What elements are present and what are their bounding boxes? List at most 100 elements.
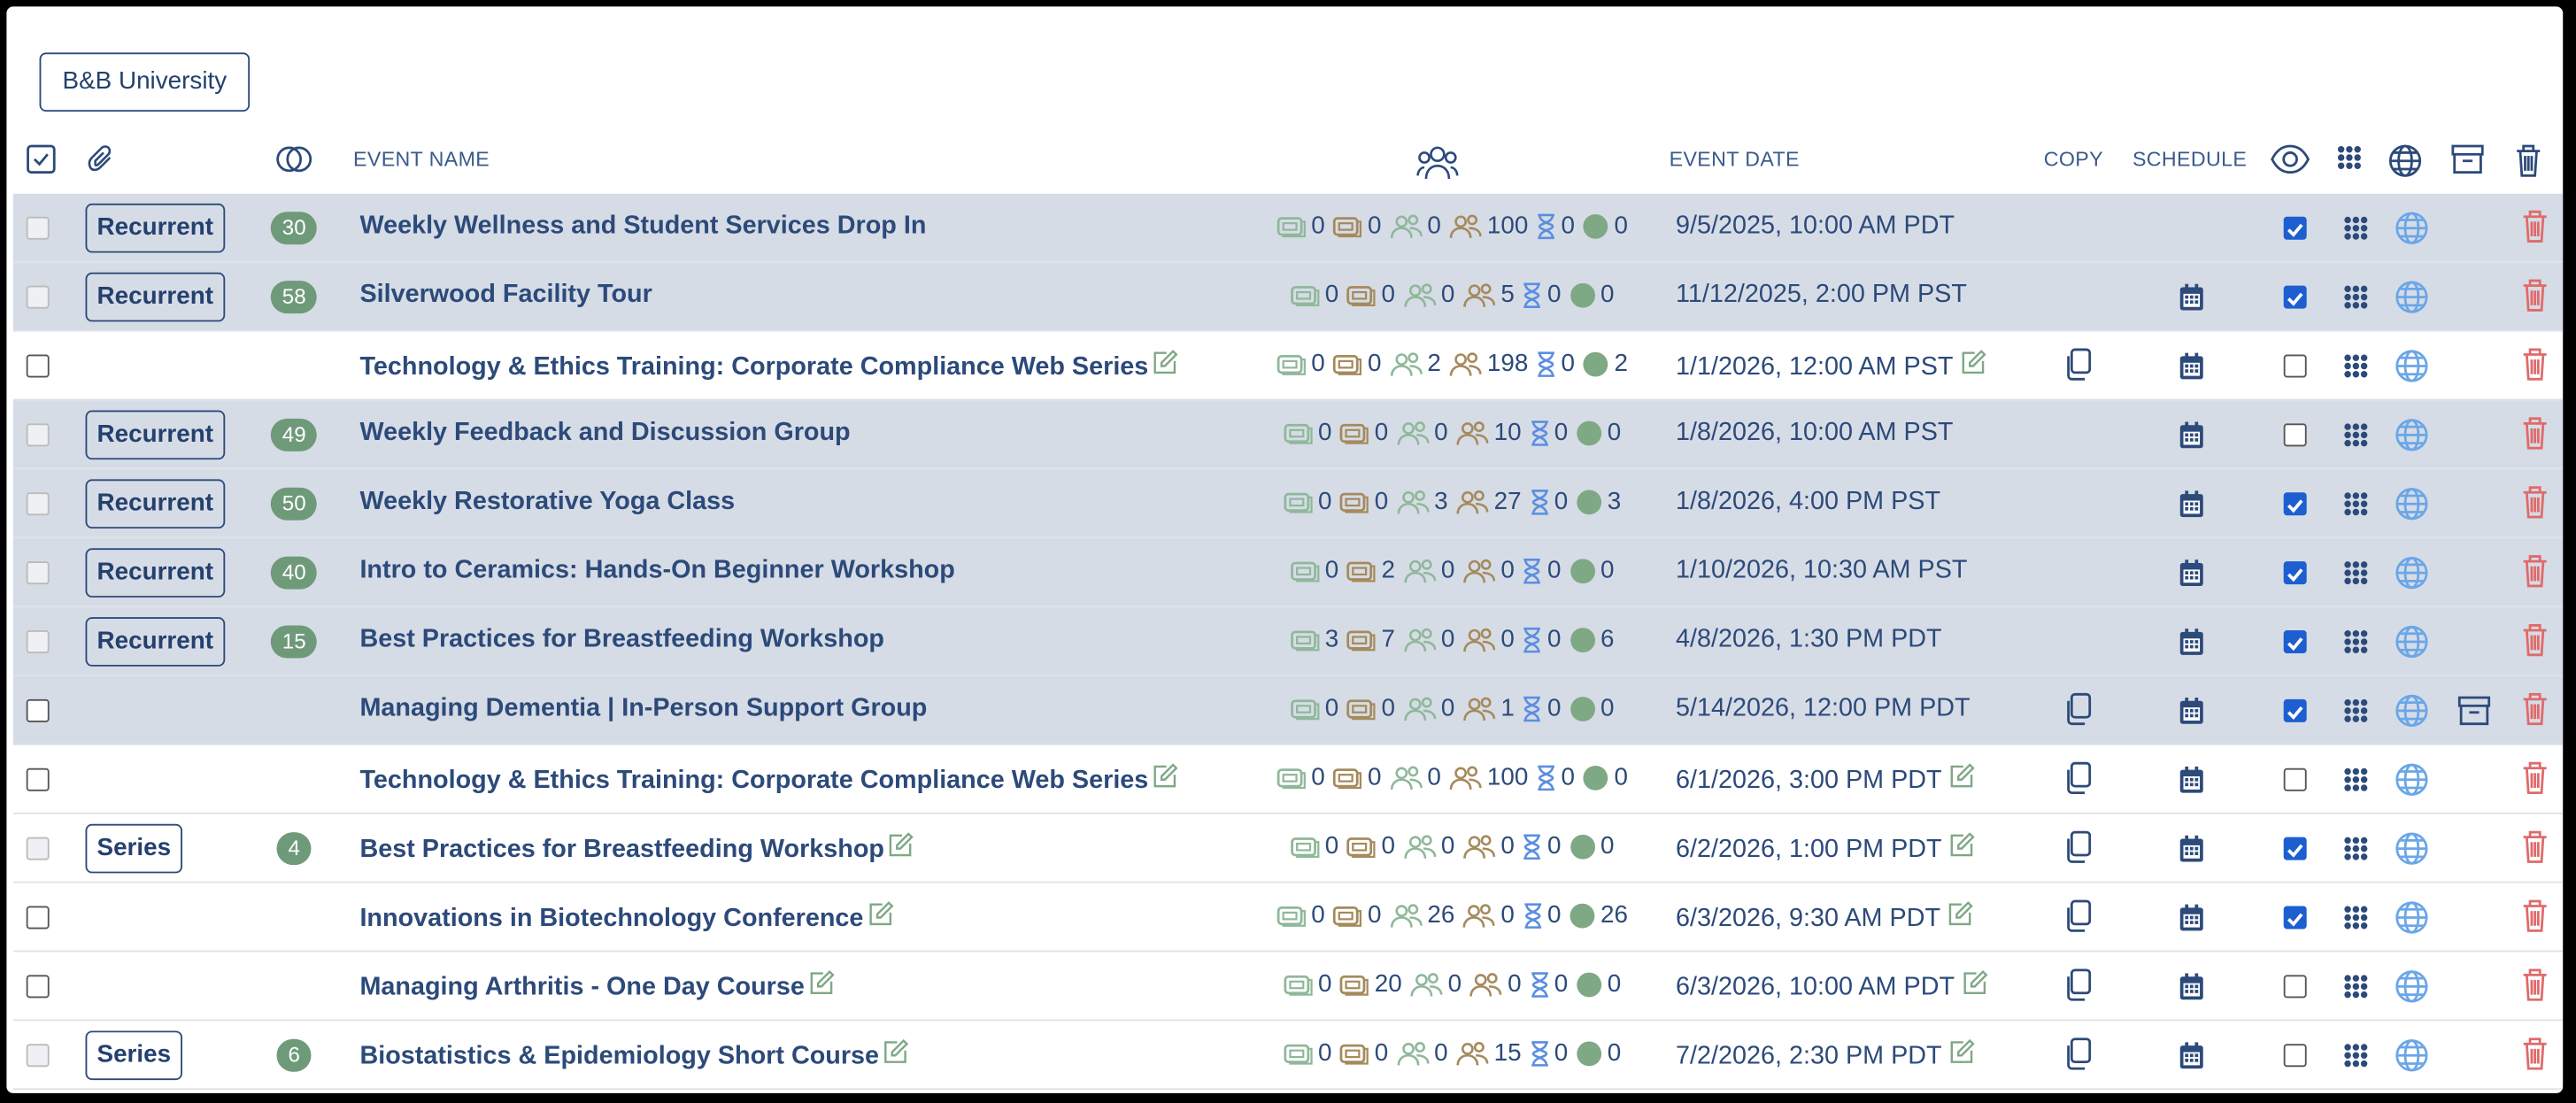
event-date-text[interactable]: 1/8/2026, 4:00 PM PST: [1676, 487, 1941, 516]
layout-button[interactable]: [2343, 767, 2370, 801]
event-name-text[interactable]: Technology & Ethics Training: Corporate …: [359, 765, 1149, 794]
layout-button[interactable]: [2343, 559, 2370, 594]
event-name-text[interactable]: Innovations in Biotechnology Conference: [359, 903, 864, 932]
event-name-text[interactable]: Intro to Ceramics: Hands-On Beginner Wor…: [359, 556, 955, 585]
public-button[interactable]: [2395, 625, 2428, 666]
edit-icon[interactable]: [888, 832, 914, 867]
row-checkbox[interactable]: [26, 767, 50, 791]
schedule-button[interactable]: [2179, 351, 2205, 390]
copy-button[interactable]: [2063, 899, 2093, 940]
attachment-header[interactable]: [86, 144, 115, 182]
layout-button[interactable]: [2343, 353, 2370, 388]
type-badge[interactable]: Series: [85, 1030, 183, 1081]
visible-checkbox[interactable]: [2283, 906, 2307, 929]
schedule-button[interactable]: [2179, 903, 2205, 941]
public-button[interactable]: [2395, 488, 2428, 528]
event-name-text[interactable]: Silverwood Facility Tour: [359, 281, 652, 309]
layout-button[interactable]: [2343, 974, 2370, 1008]
event-name[interactable]: Weekly Feedback and Discussion Group: [359, 419, 850, 448]
visible-checkbox[interactable]: [2283, 1044, 2307, 1068]
event-name[interactable]: Weekly Restorative Yoga Class: [359, 488, 735, 517]
event-name-text[interactable]: Weekly Restorative Yoga Class: [359, 487, 736, 516]
event-date[interactable]: 9/5/2025, 10:00 AM PDT: [1676, 212, 1955, 241]
public-button[interactable]: [2395, 350, 2428, 390]
event-date[interactable]: 4/8/2026, 1:30 PM PDT: [1676, 625, 1942, 654]
delete-button[interactable]: [2522, 899, 2549, 940]
public-button[interactable]: [2395, 694, 2428, 735]
visible-checkbox[interactable]: [2283, 837, 2307, 860]
delete-button[interactable]: [2522, 417, 2549, 458]
event-date-text[interactable]: 6/3/2026, 9:30 AM PDT: [1676, 903, 1941, 932]
copy-button[interactable]: [2063, 830, 2093, 871]
event-date[interactable]: 1/10/2026, 10:30 AM PST: [1676, 557, 1967, 586]
public-button[interactable]: [2395, 281, 2428, 321]
column-header[interactable]: EVENT DATE: [1669, 147, 1800, 171]
event-name[interactable]: Managing Arthritis - One Day Course: [359, 969, 835, 1005]
delete-header[interactable]: [2515, 144, 2541, 185]
layout-button[interactable]: [2343, 905, 2370, 939]
schedule-button[interactable]: [2179, 627, 2205, 665]
event-name-text[interactable]: Managing Arthritis - One Day Course: [359, 972, 805, 1001]
schedule-button[interactable]: [2179, 282, 2205, 320]
layout-button[interactable]: [2343, 490, 2370, 525]
visible-checkbox[interactable]: [2283, 354, 2307, 378]
layout-button[interactable]: [2343, 215, 2370, 250]
schedule-button[interactable]: [2179, 765, 2205, 803]
schedule-button[interactable]: [2179, 972, 2205, 1010]
visible-checkbox[interactable]: [2283, 630, 2307, 653]
event-date[interactable]: 6/1/2026, 3:00 PM PDT: [1676, 763, 1975, 798]
event-name[interactable]: Best Practices for Breastfeeding Worksho…: [359, 832, 914, 867]
event-name[interactable]: Technology & Ethics Training: Corporate …: [359, 763, 1178, 798]
public-button[interactable]: [2395, 970, 2428, 1011]
schedule-button[interactable]: [2179, 1041, 2205, 1079]
public-button[interactable]: [2395, 832, 2428, 873]
archive-header[interactable]: [2451, 144, 2484, 182]
copy-button[interactable]: [2063, 761, 2093, 802]
event-date[interactable]: 1/1/2026, 12:00 AM PST: [1676, 350, 1986, 384]
event-date-text[interactable]: 6/2/2026, 1:00 PM PDT: [1676, 834, 1942, 863]
event-date-text[interactable]: 1/1/2026, 12:00 AM PST: [1676, 351, 1954, 381]
schedule-button[interactable]: [2179, 420, 2205, 459]
event-date[interactable]: 6/2/2026, 1:00 PM PDT: [1676, 832, 1975, 867]
edit-icon[interactable]: [808, 969, 835, 1005]
type-badge[interactable]: Recurrent: [85, 548, 225, 598]
delete-button[interactable]: [2522, 692, 2549, 733]
visible-checkbox[interactable]: [2283, 285, 2307, 309]
schedule-button[interactable]: [2179, 558, 2205, 596]
public-button[interactable]: [2395, 1039, 2428, 1080]
series-header[interactable]: [276, 144, 312, 182]
event-date-text[interactable]: 6/3/2026, 10:00 AM PDT: [1676, 972, 1955, 1001]
event-date[interactable]: 6/3/2026, 9:30 AM PDT: [1676, 901, 1974, 936]
type-badge[interactable]: Recurrent: [85, 617, 225, 667]
event-date[interactable]: 7/2/2026, 2:30 PM PDT: [1676, 1038, 1975, 1074]
public-header[interactable]: [2388, 144, 2422, 185]
event-name-text[interactable]: Weekly Feedback and Discussion Group: [359, 418, 851, 447]
edit-icon[interactable]: [1948, 763, 1975, 798]
layout-button[interactable]: [2343, 698, 2370, 732]
type-badge[interactable]: Series: [85, 823, 183, 874]
event-date-text[interactable]: 1/8/2026, 10:00 AM PST: [1676, 418, 1954, 447]
type-badge[interactable]: Recurrent: [85, 479, 225, 529]
edit-icon[interactable]: [1152, 763, 1178, 798]
event-name[interactable]: Biostatistics & Epidemiology Short Cours…: [359, 1038, 909, 1074]
copy-button[interactable]: [2063, 968, 2093, 1009]
public-button[interactable]: [2395, 212, 2428, 252]
event-date-text[interactable]: 6/1/2026, 3:00 PM PDT: [1676, 765, 1942, 794]
layout-button[interactable]: [2343, 1042, 2370, 1076]
type-badge[interactable]: Recurrent: [85, 272, 225, 322]
delete-button[interactable]: [2522, 830, 2549, 871]
event-date[interactable]: 1/8/2026, 4:00 PM PST: [1676, 488, 1940, 517]
type-badge[interactable]: Recurrent: [85, 203, 225, 253]
organization-button[interactable]: B&B University: [39, 52, 251, 112]
edit-icon[interactable]: [1961, 969, 1988, 1005]
copy-button[interactable]: [2063, 692, 2093, 733]
event-name-text[interactable]: Best Practices for Breastfeeding Worksho…: [359, 834, 884, 863]
delete-button[interactable]: [2522, 348, 2549, 389]
event-name[interactable]: Weekly Wellness and Student Services Dro…: [359, 212, 926, 241]
event-name-text[interactable]: Biostatistics & Epidemiology Short Cours…: [359, 1041, 880, 1070]
row-checkbox[interactable]: [26, 906, 50, 929]
event-date-text[interactable]: 11/12/2025, 2:00 PM PST: [1676, 281, 1967, 309]
edit-icon[interactable]: [1947, 901, 1974, 936]
schedule-button[interactable]: [2179, 834, 2205, 872]
row-checkbox[interactable]: [26, 354, 50, 378]
